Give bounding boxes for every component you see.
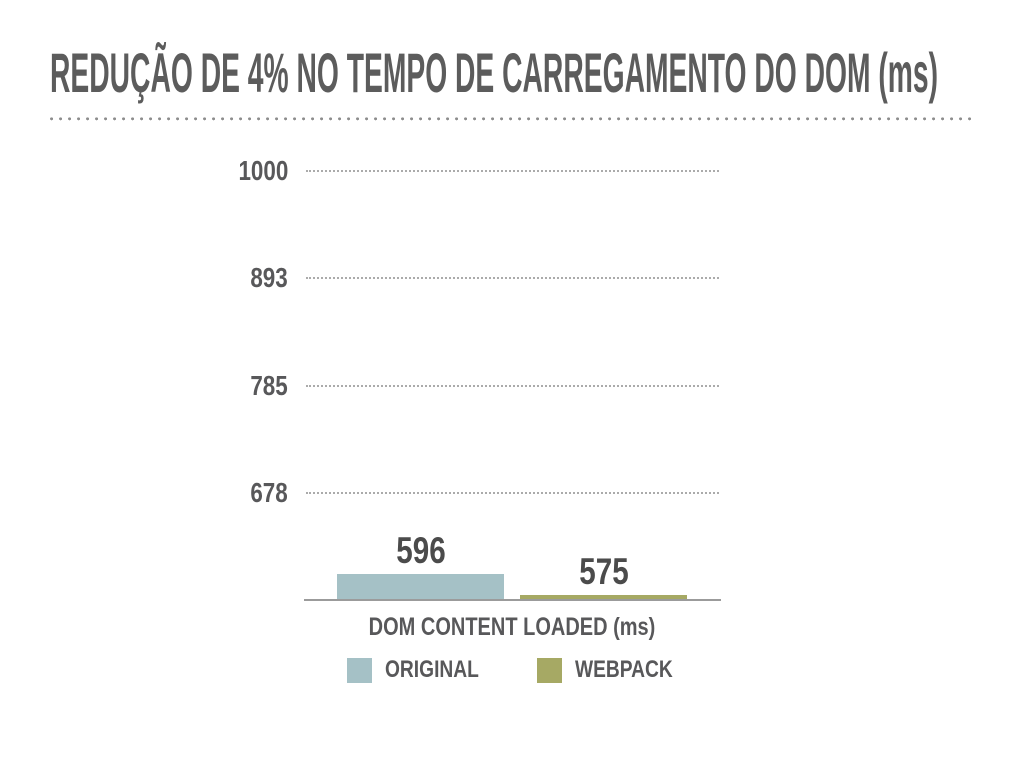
legend-item-webpack: WEBPACK xyxy=(536,656,679,684)
legend-swatch-webpack xyxy=(536,657,562,683)
y-tick-label: 678 xyxy=(160,478,288,508)
y-tick-value: 678 xyxy=(250,477,288,508)
y-tick-label: 893 xyxy=(160,263,288,293)
y-tick-value: 1000 xyxy=(238,155,288,186)
title-separator xyxy=(50,117,976,121)
y-tick-label: 1000 xyxy=(160,156,288,186)
x-axis-title: DOM CONTENT LOADED (ms) xyxy=(368,613,656,641)
gridline-1000 xyxy=(306,170,719,172)
bar-value-label-webpack: 575 xyxy=(578,551,629,592)
y-tick-value: 893 xyxy=(250,262,288,293)
slide-title: REDUÇÃO DE 4% NO TEMPO DE CARREGAMENTO D… xyxy=(50,41,938,104)
gridline-785 xyxy=(306,385,719,387)
chart-legend: ORIGINAL WEBPACK xyxy=(304,655,721,685)
y-tick-label: 785 xyxy=(160,371,288,401)
bar-value-label-original: 596 xyxy=(395,530,446,571)
legend-item-original: ORIGINAL xyxy=(346,656,489,684)
legend-label-webpack: WEBPACK xyxy=(574,656,673,683)
gridline-678 xyxy=(306,492,719,494)
legend-swatch-original xyxy=(346,657,372,683)
legend-label-original: ORIGINAL xyxy=(384,656,479,683)
x-axis-title-wrap: DOM CONTENT LOADED (ms) xyxy=(333,613,691,641)
bar-original xyxy=(337,574,504,600)
bar-webpack xyxy=(520,595,687,600)
gridline-893 xyxy=(306,277,719,279)
y-tick-value: 785 xyxy=(250,370,288,401)
x-axis-line xyxy=(304,599,721,601)
